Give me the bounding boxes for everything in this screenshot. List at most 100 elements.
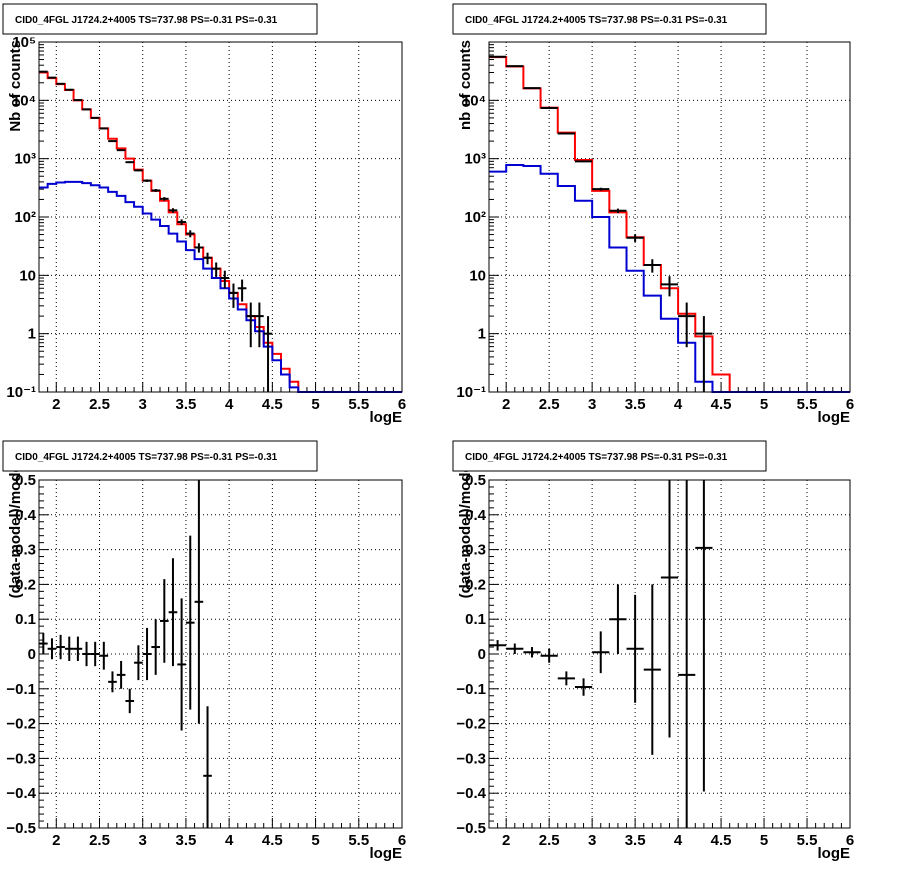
- x-tick-label: 3: [588, 832, 596, 849]
- x-tick-label: 6: [398, 396, 406, 413]
- y-tick-label: 10⁴: [462, 92, 486, 109]
- x-tick-label: 2: [502, 396, 510, 413]
- residual-points: [39, 480, 212, 828]
- x-tick-label: 4: [225, 832, 234, 849]
- x-tick-label: 5: [760, 396, 768, 413]
- axis-ticks: [488, 44, 851, 393]
- y-tick-label: 1: [478, 326, 486, 343]
- y-tick-label: −0.5: [6, 820, 36, 837]
- y-tick-label: 0.2: [15, 576, 36, 593]
- total-model-line: [39, 71, 402, 393]
- x-axis-title: logE: [370, 409, 403, 426]
- y-axis-title: nb of counts: [457, 40, 474, 130]
- x-tick-label: 3: [139, 832, 147, 849]
- y-tick-label: 0.4: [465, 507, 487, 524]
- chart-title: CID0_4FGL J1724.2+4005 TS=737.98 PS=-0.3…: [15, 452, 278, 463]
- data-points: [489, 55, 713, 392]
- x-tick-label: 3: [588, 396, 596, 413]
- y-axis-title: (data-model)/model: [7, 460, 24, 598]
- y-tick-label: 0.3: [15, 542, 36, 559]
- y-axis-title: (data-model)/model: [457, 460, 474, 598]
- y-tick-label: 10³: [14, 151, 36, 168]
- y-tick-label: −0.4: [6, 785, 36, 802]
- data-points: [39, 70, 273, 392]
- chart-title: CID0_4FGL J1724.2+4005 TS=737.98 PS=-0.3…: [15, 15, 278, 26]
- x-axis-title: logE: [818, 409, 851, 426]
- y-tick-label: 0.1: [15, 611, 36, 628]
- y-tick-label: 10²: [14, 209, 36, 226]
- y-tick-label: −0.2: [456, 716, 486, 733]
- x-tick-label: 4: [674, 832, 683, 849]
- source-model-line: [39, 180, 402, 393]
- x-tick-label: 5.5: [348, 396, 369, 413]
- x-tick-label: 4.5: [711, 832, 732, 849]
- grid-lines: [489, 42, 851, 393]
- x-tick-label: 6: [846, 832, 854, 849]
- y-tick-label: −0.4: [456, 785, 486, 802]
- y-tick-label: 0: [28, 646, 36, 663]
- plot-frame: [488, 41, 851, 393]
- y-tick-label: −0.1: [456, 681, 486, 698]
- x-tick-label: 3.5: [175, 396, 196, 413]
- y-tick-label: 0.5: [465, 472, 486, 489]
- x-tick-label: 3.5: [625, 832, 646, 849]
- x-tick-label: 2.5: [539, 832, 560, 849]
- y-tick-label: 10³: [464, 151, 486, 168]
- x-tick-label: 4.5: [262, 832, 283, 849]
- x-tick-label: 5: [311, 396, 319, 413]
- x-tick-label: 3.5: [625, 396, 646, 413]
- y-tick-label: 0.3: [465, 542, 486, 559]
- chart-title-box: [452, 440, 767, 472]
- x-tick-label: 5.5: [797, 832, 818, 849]
- y-tick-label: 10⁻¹: [6, 384, 36, 401]
- plot-frame: [488, 479, 851, 829]
- residual-points: [489, 480, 713, 828]
- y-tick-label: 0: [478, 646, 486, 663]
- x-tick-label: 2.5: [89, 396, 110, 413]
- y-tick-label: 10⁴: [12, 92, 36, 109]
- x-tick-label: 2.5: [539, 396, 560, 413]
- y-tick-label: 1: [28, 326, 36, 343]
- x-tick-label: 2.5: [89, 832, 110, 849]
- chart-title: CID0_4FGL J1724.2+4005 TS=737.98 PS=-0.3…: [465, 452, 728, 463]
- x-tick-label: 5.5: [348, 832, 369, 849]
- y-tick-label: 10: [19, 267, 36, 284]
- chart-panel-top-left: 2 2.5 3 3.5 4 4.5 5 5.5 6 10⁻¹ 1 10 10² 10³ 10⁴ 10⁵ logE…: [2, 3, 406, 426]
- x-tick-label: 6: [846, 396, 854, 413]
- y-tick-label: 10⁻¹: [456, 384, 486, 401]
- axis-ticks: [488, 479, 851, 829]
- y-tick-label: −0.3: [456, 750, 486, 767]
- chart-panel-top-right: 2 2.5 3 3.5 4 4.5 5 5.5 6 10⁻¹ 1 10 10² 10³ 10⁴ logE nb …: [452, 3, 854, 426]
- x-tick-label: 5: [311, 832, 319, 849]
- chart-panel-bottom-left: 2 2.5 3 3.5 4 4.5 5 5.5 6 −0.5 −0.4 −0.3 −0.2 −0.1 0 0.…: [2, 440, 406, 862]
- x-tick-label: 5: [760, 832, 768, 849]
- x-tick-label: 4: [674, 396, 683, 413]
- y-tick-label: −0.5: [456, 820, 486, 837]
- chart-title-box: [2, 3, 318, 35]
- x-tick-label: 2: [52, 832, 60, 849]
- x-tick-label: 4: [225, 396, 234, 413]
- y-tick-label: 0.1: [465, 611, 486, 628]
- plot-frame: [38, 479, 403, 829]
- x-tick-label: 6: [398, 832, 406, 849]
- y-tick-label: 0.5: [15, 472, 36, 489]
- x-tick-label: 4.5: [262, 396, 283, 413]
- chart-title-box: [452, 3, 767, 35]
- x-axis-title: logE: [818, 845, 851, 862]
- x-tick-label: 3.5: [175, 832, 196, 849]
- y-tick-label: 0.2: [465, 576, 486, 593]
- x-tick-label: 2: [52, 396, 60, 413]
- y-tick-label: 0.4: [15, 507, 37, 524]
- chart-title: CID0_4FGL J1724.2+4005 TS=737.98 PS=-0.3…: [465, 15, 728, 26]
- y-tick-label: 10: [469, 267, 486, 284]
- grid-lines: [39, 41, 403, 393]
- x-tick-label: 3: [139, 396, 147, 413]
- y-tick-label: 10²: [464, 209, 486, 226]
- y-tick-label: 10⁵: [12, 34, 36, 51]
- plot-frame: [38, 41, 403, 393]
- x-tick-label: 2: [502, 832, 510, 849]
- y-axis-title: Nb of counts: [7, 40, 24, 132]
- chart-title-box: [2, 440, 318, 472]
- y-tick-label: −0.3: [6, 750, 36, 767]
